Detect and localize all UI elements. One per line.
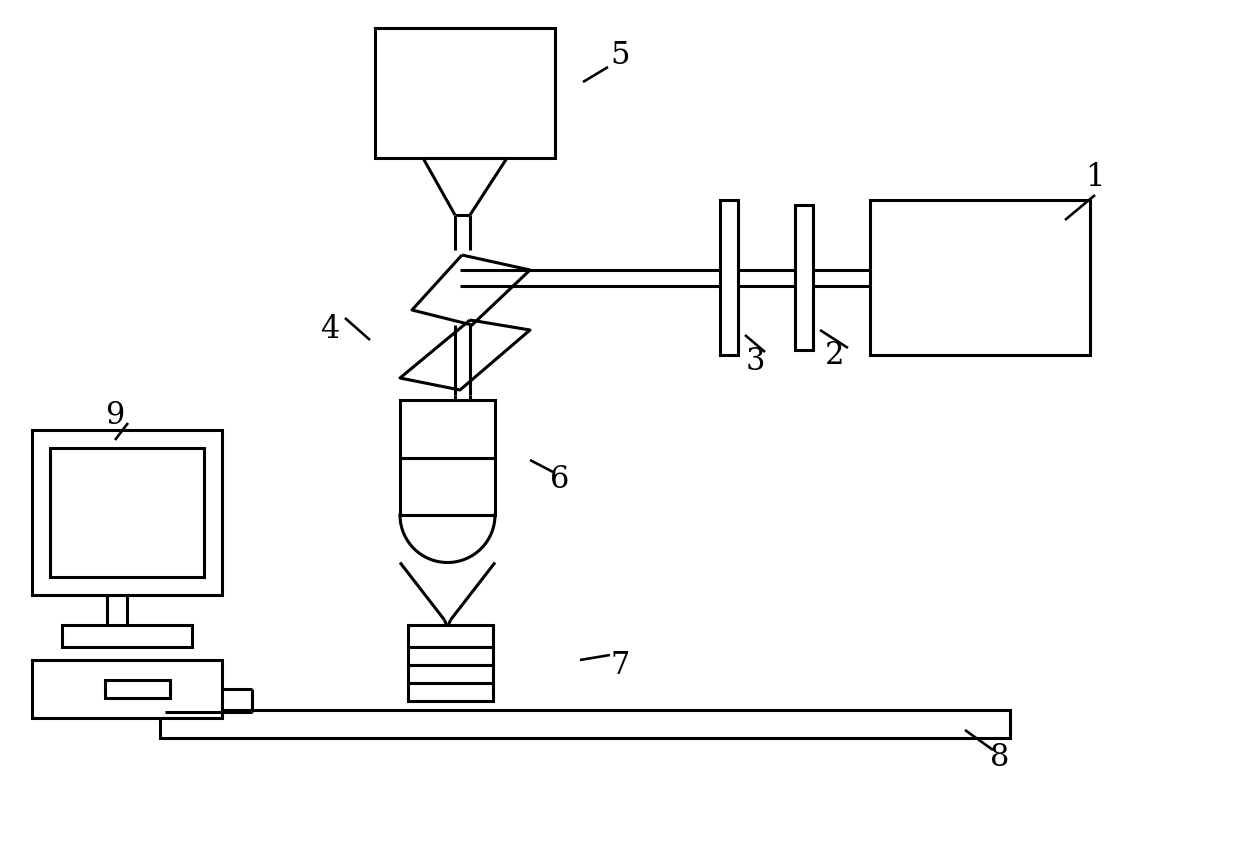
- Text: 8: 8: [991, 742, 1009, 773]
- Bar: [408, 647, 492, 665]
- Bar: [160, 710, 1011, 738]
- Bar: [720, 200, 738, 355]
- Bar: [105, 680, 170, 698]
- Bar: [401, 400, 495, 515]
- Bar: [795, 205, 813, 350]
- Bar: [32, 430, 222, 595]
- Text: 3: 3: [745, 346, 765, 378]
- Text: 9: 9: [105, 399, 125, 430]
- Text: 2: 2: [826, 340, 844, 371]
- Bar: [62, 625, 192, 647]
- Bar: [32, 660, 222, 718]
- Text: 6: 6: [551, 465, 569, 495]
- Bar: [50, 448, 205, 577]
- Text: 1: 1: [1085, 162, 1105, 194]
- Bar: [408, 683, 492, 701]
- Bar: [408, 625, 492, 647]
- Bar: [870, 200, 1090, 355]
- Bar: [408, 665, 492, 683]
- Text: 4: 4: [320, 314, 340, 346]
- Bar: [374, 28, 556, 158]
- Text: 7: 7: [610, 650, 630, 681]
- Text: 5: 5: [610, 40, 630, 71]
